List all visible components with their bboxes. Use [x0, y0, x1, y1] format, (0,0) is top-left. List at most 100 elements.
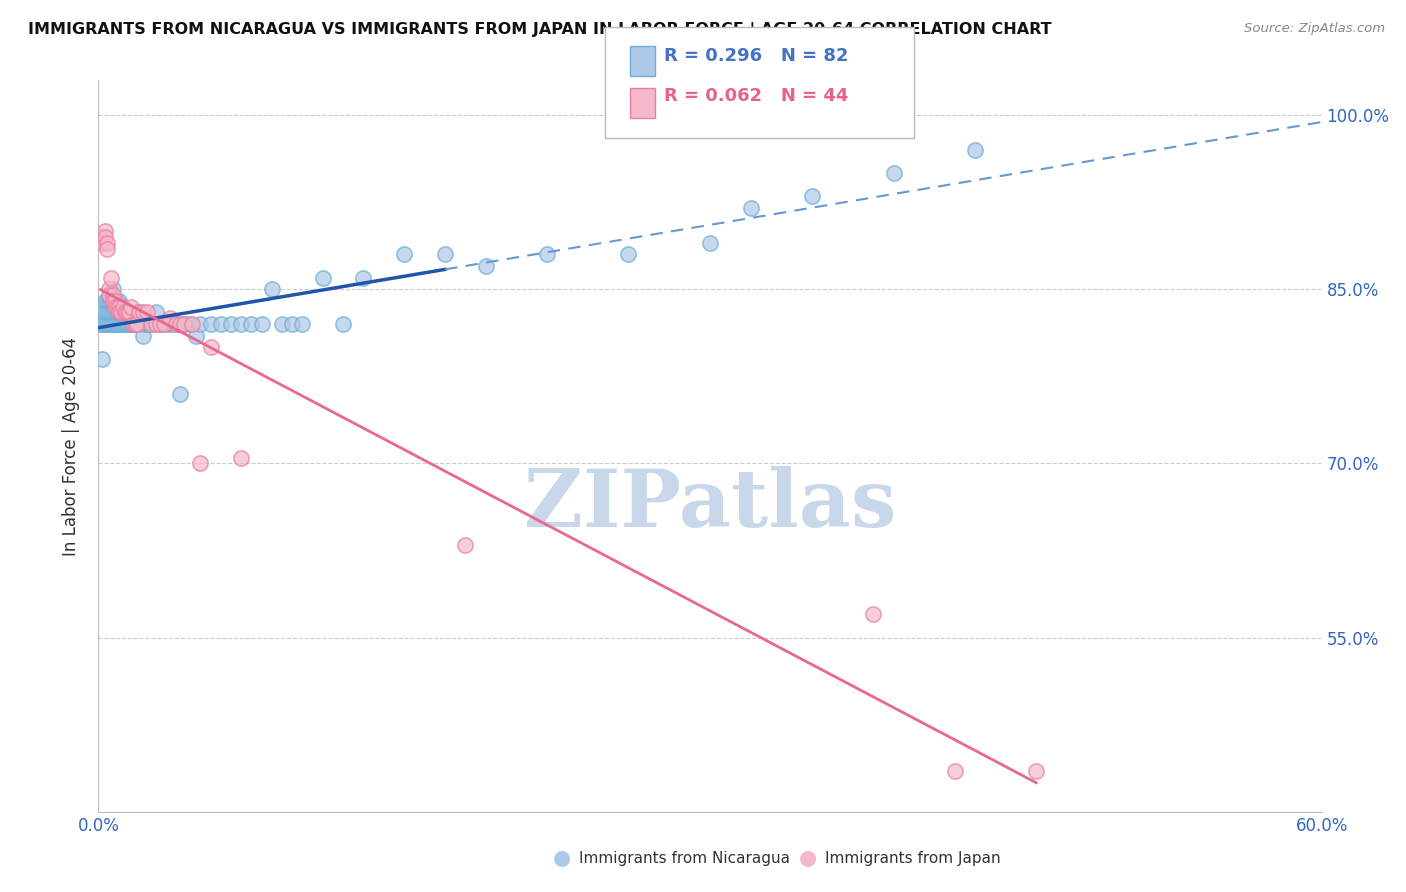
Point: [120, 317, 142, 331]
Text: ●: ●: [554, 848, 571, 868]
Point: [231, 317, 253, 331]
Point: [122, 317, 145, 331]
Text: ●: ●: [800, 848, 817, 868]
Point: [132, 328, 155, 343]
Point: [114, 305, 136, 319]
Point: [104, 293, 127, 308]
Point: [136, 305, 159, 319]
Point: [104, 305, 127, 319]
Point: [120, 300, 142, 314]
Point: [93, 224, 115, 238]
Point: [118, 317, 141, 331]
Point: [93, 305, 115, 319]
Text: ZIPatlas: ZIPatlas: [524, 466, 896, 543]
Point: [434, 247, 457, 261]
Point: [188, 457, 212, 471]
Point: [392, 247, 416, 261]
Point: [149, 317, 172, 331]
Point: [536, 247, 558, 261]
Point: [129, 317, 152, 331]
Point: [108, 305, 131, 319]
Point: [91, 317, 114, 331]
Point: [281, 317, 304, 331]
Point: [312, 270, 335, 285]
Point: [101, 282, 124, 296]
Point: [96, 317, 118, 331]
Point: [862, 607, 884, 622]
Point: [260, 282, 283, 296]
Point: [699, 235, 721, 250]
Point: [101, 317, 124, 331]
Point: [740, 201, 762, 215]
Point: [100, 270, 122, 285]
Point: [1025, 764, 1047, 778]
Point: [115, 317, 138, 331]
Point: [200, 340, 222, 354]
Point: [159, 311, 181, 326]
Point: [111, 317, 134, 331]
Point: [97, 317, 120, 331]
Y-axis label: In Labor Force | Age 20-64: In Labor Force | Age 20-64: [62, 336, 80, 556]
Point: [104, 293, 127, 308]
Point: [101, 288, 124, 302]
Point: [179, 317, 201, 331]
Point: [141, 317, 163, 331]
Point: [105, 293, 128, 308]
Point: [169, 386, 191, 401]
Point: [97, 305, 120, 319]
Point: [93, 293, 115, 308]
Point: [110, 305, 132, 319]
Point: [97, 282, 120, 296]
Point: [93, 317, 115, 331]
Point: [104, 317, 127, 331]
Point: [93, 230, 115, 244]
Point: [105, 305, 128, 319]
Point: [173, 317, 195, 331]
Point: [136, 317, 159, 331]
Point: [454, 538, 477, 552]
Point: [111, 305, 134, 319]
Text: IMMIGRANTS FROM NICARAGUA VS IMMIGRANTS FROM JAPAN IN LABOR FORCE | AGE 20-64 CO: IMMIGRANTS FROM NICARAGUA VS IMMIGRANTS …: [28, 22, 1052, 38]
Point: [132, 305, 155, 319]
Point: [200, 317, 222, 331]
Point: [134, 317, 156, 331]
Point: [89, 230, 111, 244]
Point: [101, 305, 124, 319]
Point: [89, 317, 111, 331]
Point: [110, 305, 132, 319]
Point: [108, 305, 131, 319]
Point: [115, 305, 138, 319]
Point: [115, 305, 138, 319]
Point: [186, 328, 208, 343]
Point: [110, 317, 132, 331]
Text: Immigrants from Nicaragua: Immigrants from Nicaragua: [579, 851, 790, 865]
Point: [209, 317, 232, 331]
Point: [149, 317, 172, 331]
Point: [124, 317, 146, 331]
Point: [127, 317, 149, 331]
Point: [100, 305, 122, 319]
Point: [883, 166, 905, 180]
Point: [617, 247, 640, 261]
Point: [97, 293, 120, 308]
Point: [145, 317, 167, 331]
Point: [108, 293, 131, 308]
Point: [128, 317, 150, 331]
Point: [173, 317, 195, 331]
Point: [165, 317, 187, 331]
Point: [96, 293, 118, 308]
Point: [91, 351, 114, 366]
Point: [105, 300, 128, 314]
Point: [108, 317, 131, 331]
Point: [128, 305, 150, 319]
Text: R = 0.296   N = 82: R = 0.296 N = 82: [664, 47, 848, 65]
Point: [965, 143, 987, 157]
Point: [100, 293, 122, 308]
Point: [152, 317, 174, 331]
Point: [801, 189, 824, 203]
Point: [250, 317, 273, 331]
Point: [152, 317, 174, 331]
Point: [165, 317, 187, 331]
Point: [104, 300, 127, 314]
Point: [96, 305, 118, 319]
